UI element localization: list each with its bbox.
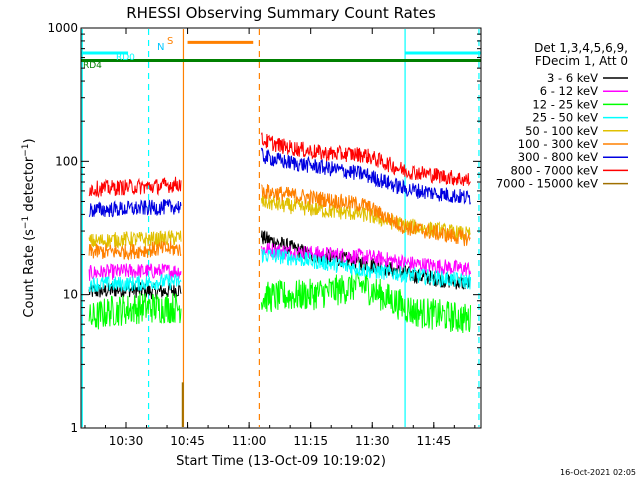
series-300-800keV-line bbox=[88, 147, 471, 218]
series-12-25keV-line bbox=[88, 269, 471, 334]
series-trace bbox=[88, 199, 182, 218]
series-25-50keV-line bbox=[88, 248, 471, 293]
series-100-300keV-line bbox=[88, 184, 471, 261]
y-tick-label: 1 bbox=[70, 421, 78, 435]
series-trace bbox=[260, 132, 471, 187]
series-trace bbox=[260, 147, 471, 205]
annotation-rd0: RD0 bbox=[116, 53, 135, 63]
x-tick-label: 10:45 bbox=[170, 434, 205, 448]
y-axis-label-end: ) bbox=[22, 138, 37, 143]
legend-label: 25 - 50 keV bbox=[532, 111, 598, 125]
y-axis-label-mid: detector bbox=[22, 156, 37, 216]
legend-label: 300 - 800 keV bbox=[518, 150, 598, 164]
annotation-s: S bbox=[167, 36, 173, 47]
series-trace bbox=[260, 269, 471, 334]
annotation-n: N bbox=[157, 42, 164, 53]
y-axis-label-main: Count Rate (s bbox=[22, 229, 37, 318]
series-trace bbox=[88, 273, 182, 293]
series-trace bbox=[88, 176, 182, 199]
y-tick-label: 10 bbox=[63, 288, 78, 302]
plot-area: RD0 RD4 NS bbox=[81, 29, 481, 427]
y-axis: 1 10 100 1000 bbox=[47, 21, 481, 435]
series-trace bbox=[88, 229, 182, 250]
legend-label: 6 - 12 keV bbox=[540, 84, 598, 98]
x-tick-label: 11:00 bbox=[232, 434, 267, 448]
annotation-rd4: RD4 bbox=[83, 61, 102, 71]
legend-label: 100 - 300 keV bbox=[518, 137, 598, 151]
generation-timestamp: 16-Oct-2021 02:05 bbox=[560, 468, 636, 477]
x-tick-label: 10:30 bbox=[109, 434, 144, 448]
series-trace bbox=[260, 248, 471, 290]
y-axis-label: Count Rate (s−1 detector−1) bbox=[21, 138, 37, 317]
chart-title: RHESSI Observing Summary Count Rates bbox=[126, 4, 436, 22]
x-tick-label: 11:45 bbox=[417, 434, 452, 448]
series-trace bbox=[88, 292, 182, 330]
legend: Det 1,3,4,5,6,9, FDecim 1, Att 0 3 - 6 k… bbox=[496, 41, 628, 191]
y-axis-label-exp2: −1 bbox=[21, 143, 31, 156]
series-50-100keV-line bbox=[88, 194, 471, 250]
x-axis-label: Start Time (13-Oct-09 10:19:02) bbox=[176, 454, 386, 469]
series-trace bbox=[88, 240, 182, 261]
legend-label: 50 - 100 keV bbox=[525, 124, 598, 138]
x-axis: 10:30 10:45 11:00 11:15 11:30 11:45 bbox=[84, 28, 476, 448]
legend-label: 12 - 25 keV bbox=[532, 97, 598, 111]
legend-header-line-2: FDecim 1, Att 0 bbox=[535, 54, 628, 68]
y-tick-label: 100 bbox=[55, 154, 78, 168]
legend-header-line-1: Det 1,3,4,5,6,9, bbox=[534, 41, 628, 55]
legend-label: 800 - 7000 keV bbox=[510, 163, 598, 177]
y-tick-label: 1000 bbox=[47, 21, 78, 35]
series-800-7000keV-line bbox=[88, 132, 471, 199]
series-trace bbox=[261, 184, 471, 247]
series-trace bbox=[88, 263, 182, 281]
legend-label: 7000 - 15000 keV bbox=[496, 177, 598, 191]
x-tick-label: 11:30 bbox=[355, 434, 390, 448]
legend-label: 3 - 6 keV bbox=[547, 71, 598, 85]
plot-frame bbox=[80, 27, 482, 429]
x-tick-label: 11:15 bbox=[293, 434, 328, 448]
y-axis-label-exp1: −1 bbox=[21, 216, 31, 229]
